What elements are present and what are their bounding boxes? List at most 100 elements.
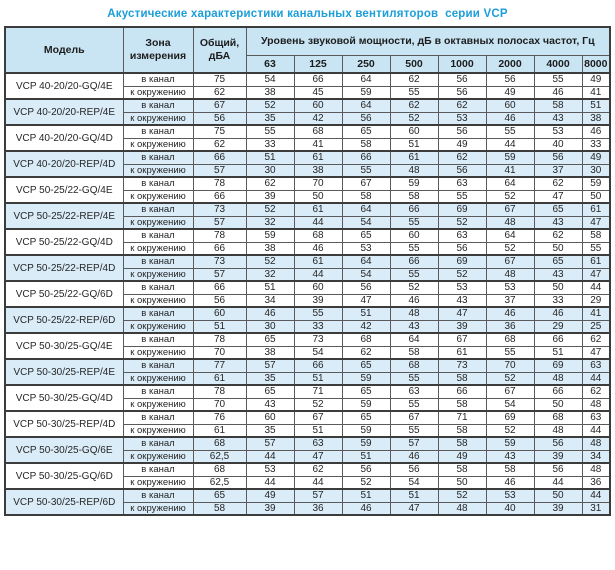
spl-value-cell: 29 [581,293,611,308]
spl-value-cell: 66 [389,254,439,269]
measurement-zone-cell: к окружению [122,423,194,438]
spl-value-cell: 53 [485,488,535,503]
total-dba-cell: 66 [192,150,247,165]
model-cell: VCP 50-30/25-GQ/4E [4,332,124,360]
spl-value-cell: 60 [293,280,343,295]
spl-value-cell: 43 [533,267,583,282]
total-dba-cell: 61 [192,423,247,438]
spl-value-cell: 43 [533,111,583,126]
spl-value-cell: 60 [293,98,343,113]
spl-value-cell: 46 [389,449,439,464]
spl-value-cell: 46 [245,306,295,321]
measurement-zone-cell: к окружению [122,501,194,516]
spl-value-cell: 68 [485,332,535,347]
measurement-zone-cell: в канал [122,124,194,139]
spl-value-cell: 42 [293,111,343,126]
total-dba-cell: 62,5 [192,475,247,490]
spl-value-cell: 53 [485,280,535,295]
measurement-zone-cell: к окружению [122,319,194,334]
row-in-channel: VCP 50-25/22-REP/4D в канал 73 52 61 64 66 69 67… [4,254,611,282]
spl-value-cell: 49 [437,449,487,464]
spl-value-cell: 52 [245,98,295,113]
spl-value-cell: 61 [293,150,343,165]
row-in-channel: VCP 50-25/22-GQ/4D в канал 78 59 68 65 60 63 64 6… [4,228,611,256]
spl-value-cell: 51 [245,280,295,295]
spl-value-cell: 58 [485,462,535,477]
spl-value-cell: 58 [437,397,487,412]
measurement-zone-cell: к окружению [122,85,194,100]
model-group: VCP 50-30/25-GQ/4D в канал 78 65 71 65 63 66 67 6… [4,384,611,412]
spl-value-cell: 38 [245,241,295,256]
spl-value-cell: 51 [533,345,583,360]
spl-value-cell: 34 [245,293,295,308]
model-cell: VCP 40-20/20-REP/4D [4,150,124,178]
spl-value-cell: 52 [437,488,487,503]
total-dba-cell: 66 [192,189,247,204]
spl-value-cell: 50 [533,397,583,412]
spl-value-cell: 55 [389,267,439,282]
spl-value-cell: 50 [533,488,583,503]
spl-value-cell: 36 [485,319,535,334]
model-group: VCP 50-25/22-REP/6D в канал 60 46 55 51 48 47 46… [4,306,611,334]
table-header: Модель Зона измерения Общий, дБА Уровень… [4,26,611,74]
spl-value-cell: 53 [437,111,487,126]
total-dba-cell: 66 [192,241,247,256]
spl-value-cell: 62 [533,228,583,243]
spl-value-cell: 39 [245,189,295,204]
spl-value-cell: 62 [437,150,487,165]
spl-value-cell: 33 [293,319,343,334]
spl-value-cell: 52 [245,254,295,269]
measurement-zone-cell: к окружению [122,397,194,412]
spl-value-cell: 47 [341,293,391,308]
spl-value-cell: 67 [437,332,487,347]
spl-value-cell: 55 [485,124,535,139]
spl-value-cell: 46 [293,241,343,256]
spl-value-cell: 49 [581,72,611,87]
spl-value-cell: 63 [389,384,439,399]
model-group: VCP 50-25/22-GQ/4E в канал 78 62 70 67 59 63 64 6… [4,176,611,204]
spl-value-cell: 38 [293,163,343,178]
spl-value-cell: 55 [389,397,439,412]
spl-value-cell: 73 [293,332,343,347]
row-in-channel: VCP 50-30/25-REP/4E в канал 77 57 66 65 68 73 70… [4,358,611,386]
spl-value-cell: 59 [485,436,535,451]
model-group: VCP 50-30/25-REP/6D в канал 65 49 57 51 51 52 53… [4,488,611,516]
spl-value-cell: 39 [437,319,487,334]
spl-value-cell: 48 [485,267,535,282]
spl-value-cell: 65 [245,332,295,347]
total-dba-cell: 78 [192,332,247,347]
measurement-zone-cell: к окружению [122,241,194,256]
spl-value-cell: 41 [581,306,611,321]
spl-value-cell: 66 [293,72,343,87]
model-cell: VCP 50-30/25-GQ/6E [4,436,124,464]
spl-value-cell: 61 [293,254,343,269]
header-measurement-zone: Зона измерения [122,26,194,74]
spl-value-cell: 54 [341,215,391,230]
spl-value-cell: 62 [437,98,487,113]
spl-value-cell: 34 [581,449,611,464]
row-to-surroundings: к окружению 57 32 44 54 55 52 48 43 47 [5,215,611,230]
spl-value-cell: 55 [389,241,439,256]
spl-value-cell: 35 [245,423,295,438]
model-cell: VCP 50-25/22-GQ/4D [4,228,124,256]
header-sound-power-level: Уровень звуковой мощности, дБ в октавных… [245,26,611,56]
spl-value-cell: 44 [293,475,343,490]
spl-value-cell: 47 [533,189,583,204]
measurement-zone-cell: к окружению [122,293,194,308]
spl-value-cell: 53 [437,280,487,295]
spl-value-cell: 67 [485,384,535,399]
spl-value-cell: 64 [341,98,391,113]
spl-value-cell: 51 [293,423,343,438]
header-frequency: 1000 [437,54,487,74]
model-cell: VCP 50-30/25-GQ/6D [4,462,124,490]
spl-value-cell: 55 [341,163,391,178]
total-dba-cell: 62 [192,137,247,152]
spl-value-cell: 66 [293,358,343,373]
spl-value-cell: 55 [245,124,295,139]
spl-value-cell: 51 [245,150,295,165]
spl-value-cell: 53 [533,124,583,139]
header-total-dba: Общий, дБА [192,26,247,74]
spl-value-cell: 65 [341,228,391,243]
spl-value-cell: 69 [437,254,487,269]
spl-value-cell: 52 [245,202,295,217]
